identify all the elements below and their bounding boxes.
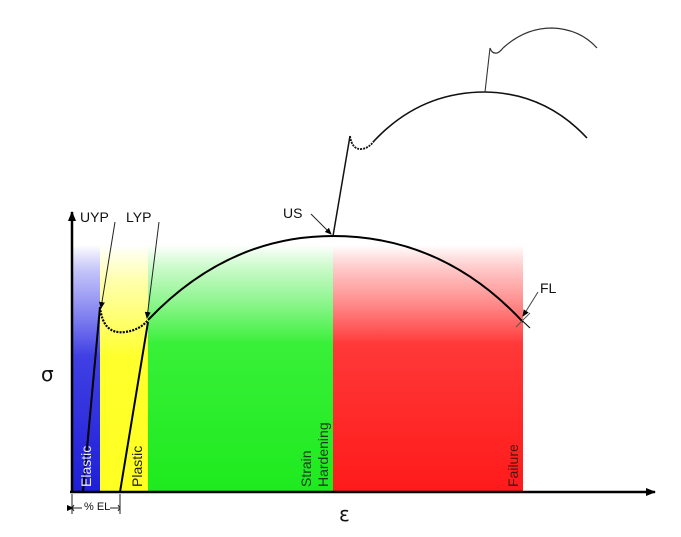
uyp-leader xyxy=(99,221,116,309)
lyp-leader xyxy=(144,221,160,319)
failure-region xyxy=(333,245,523,492)
y-axis-label: σ xyxy=(41,362,54,386)
lyp-label: LYP xyxy=(126,209,152,225)
strain-label: Strain xyxy=(298,450,314,487)
x-axis-label: ε xyxy=(339,502,350,526)
hardening-label: Hardening xyxy=(315,422,331,487)
elongation-dimension xyxy=(67,494,121,514)
us-leader xyxy=(310,213,332,235)
plastic-label: Plastic xyxy=(129,445,145,487)
nested-curve-2 xyxy=(332,91,588,237)
elastic-label: Elastic xyxy=(78,445,94,487)
strain-hardening-region xyxy=(148,245,333,492)
fl-leader xyxy=(522,291,539,317)
failure-label: Failure xyxy=(505,444,521,487)
fl-label: FL xyxy=(540,280,557,296)
uyp-label: UYP xyxy=(80,209,109,225)
us-label: US xyxy=(283,205,303,221)
nested-curve-3 xyxy=(484,27,598,93)
elongation-label: % EL xyxy=(84,501,111,513)
